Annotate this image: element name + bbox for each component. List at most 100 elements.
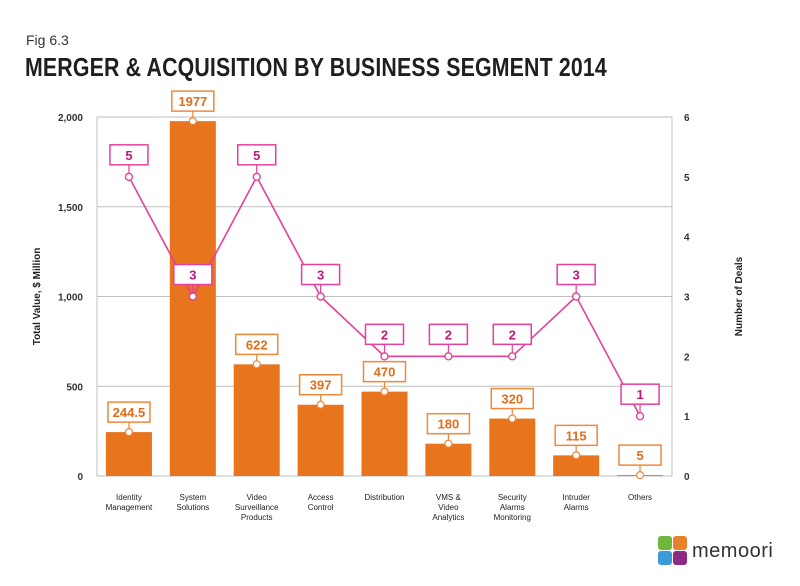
deals-value-box [428, 323, 469, 346]
bar-label-dot [380, 387, 389, 396]
deals-value-label: 3 [573, 268, 580, 283]
deals-value-box [620, 383, 660, 405]
bar-value-label: 470 [374, 365, 396, 380]
brand-name: memoori [692, 539, 774, 562]
deals-value-box [300, 263, 341, 286]
deals-point [124, 172, 134, 182]
bar-value-box [171, 90, 215, 112]
x-tick-label-line: Video [247, 493, 268, 502]
deals-point [508, 352, 517, 361]
deals-value-label: 3 [317, 268, 324, 283]
bar-value-label: 1977 [178, 94, 207, 109]
x-tick-label-line: Alarms [500, 503, 525, 512]
y2-tick-label: 3 [684, 293, 690, 304]
bar-value-label: 320 [501, 392, 523, 407]
x-tick-label: Access Control [308, 493, 334, 512]
bar [361, 391, 408, 476]
bar-value-label: 622 [246, 337, 268, 352]
bar [425, 443, 472, 476]
y2-tick-label: 4 [684, 233, 690, 244]
y2-tick-label: 0 [684, 472, 690, 483]
bar-value-box [298, 373, 343, 396]
bar-value-label: 115 [566, 428, 587, 443]
bar-value-box [362, 360, 407, 383]
bar [233, 364, 280, 476]
bar-label-dot [572, 451, 581, 460]
x-tick-label: Intruder Alarms [562, 493, 590, 512]
x-tick-label-line: Control [308, 503, 334, 512]
deals-value-label: 2 [445, 327, 452, 342]
deals-value-box [109, 144, 149, 166]
chart-title: MERGER & ACQUISITION BY BUSINESS SEGMENT… [25, 52, 607, 82]
bar-label-dot [635, 471, 645, 480]
y2-tick-label: 1 [684, 412, 690, 423]
x-tick-label-line: Analytics [432, 513, 464, 522]
deals-value-box [364, 323, 405, 346]
deals-point [380, 352, 389, 361]
x-tick-label-line: Solutions [176, 503, 209, 512]
bar [553, 455, 600, 476]
x-tick-label-line: Video [438, 503, 459, 512]
x-tick-label-line: Others [628, 493, 652, 502]
deals-point [444, 352, 453, 361]
bar-value-label: 5 [636, 448, 643, 463]
y-tick-label: 1,000 [58, 293, 83, 304]
x-tick-label-line: Distribution [364, 493, 404, 502]
y2-tick-label: 2 [684, 352, 690, 363]
deals-value-box [492, 323, 533, 346]
y2-axis-label: Number of Deals [734, 256, 745, 336]
bar [105, 432, 152, 476]
deals-value-box [173, 263, 213, 286]
x-tick-label: VMS & Video Analytics [432, 493, 464, 522]
deals-value-label: 3 [189, 268, 196, 283]
y-axis-label: Total Value, $ Million [32, 248, 43, 346]
bar [297, 404, 344, 476]
x-tick-label: Identity Management [106, 493, 153, 512]
bar-label-dot [316, 400, 325, 409]
deals-value-label: 5 [125, 148, 132, 163]
x-tick-label-line: VMS & [436, 493, 462, 502]
bar [489, 418, 536, 476]
memoori-logo-icon [658, 536, 688, 566]
x-tick-label-line: Security [498, 493, 527, 502]
deals-point [316, 292, 325, 301]
bar-value-box [426, 412, 471, 435]
x-tick-label-line: Alarms [564, 503, 589, 512]
deals-value-label: 5 [253, 148, 260, 163]
bar-label-dot [508, 414, 517, 423]
x-tick-label: Video Surveillance Products [235, 493, 279, 522]
x-tick-label: Others [628, 493, 652, 502]
y-tick-label: 2,000 [58, 113, 83, 124]
x-tick-label-line: Intruder [562, 493, 590, 502]
bar-value-box [490, 387, 535, 410]
x-tick-label-line: Management [106, 503, 153, 512]
x-tick-label-line: Monitoring [494, 513, 531, 522]
deals-point [188, 292, 198, 301]
x-tick-label: System Solutions [176, 493, 209, 512]
bar-label-dot [444, 439, 453, 448]
bar-label-dot [124, 428, 134, 437]
bar-label-dot [188, 117, 197, 126]
x-tick-label: Security Alarms Monitoring [494, 493, 531, 522]
figure-label: Fig 6.3 [26, 32, 69, 48]
bar-label-dot [252, 360, 261, 369]
y2-tick-label: 5 [684, 173, 690, 184]
deals-value-label: 1 [636, 387, 643, 402]
bar-value-box [107, 401, 151, 423]
bar-value-box [554, 424, 598, 447]
y-tick-label: 1,500 [58, 203, 83, 214]
x-tick-label-line: System [179, 493, 206, 502]
x-tick-label-line: Identity [116, 493, 142, 502]
bar-value-box [618, 444, 662, 466]
deals-value-label: 2 [381, 327, 388, 342]
x-tick-label: Distribution [364, 493, 404, 502]
x-tick-label-line: Access [308, 493, 334, 502]
bar-value-label: 244.5 [113, 405, 146, 420]
deals-value-box [236, 144, 277, 166]
memoori-logo: memoori [658, 536, 773, 566]
y2-tick-label: 6 [684, 113, 690, 124]
x-tick-label-line: Products [241, 513, 273, 522]
bar-value-label: 180 [438, 417, 460, 432]
y-tick-label: 0 [77, 472, 83, 483]
